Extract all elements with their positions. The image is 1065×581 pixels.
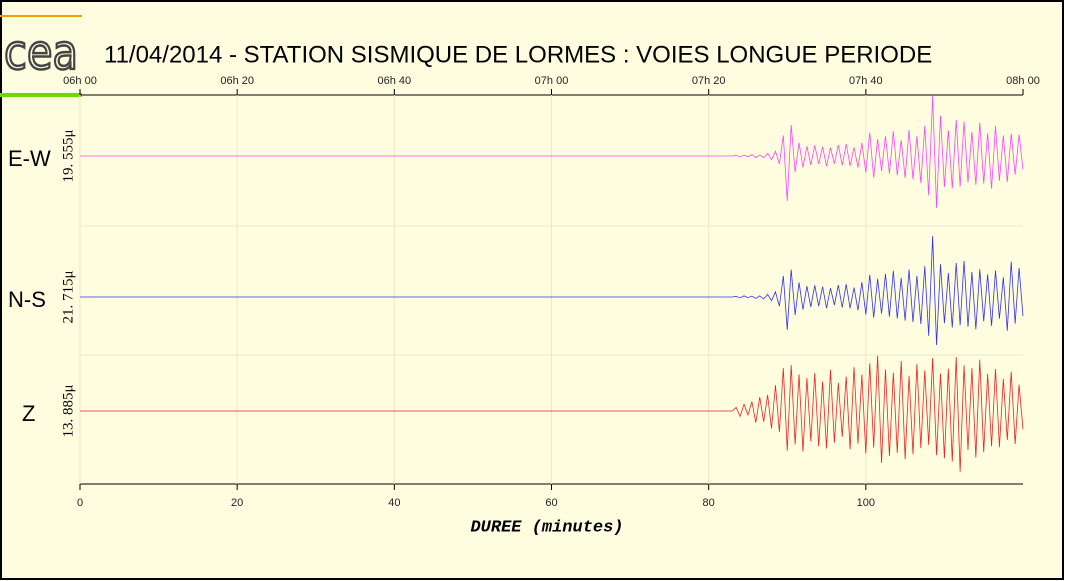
logo: cea (4, 25, 78, 81)
trace (80, 96, 1024, 208)
top-tick-label: 06h 20 (220, 75, 254, 87)
x-tick-label: 100 (857, 497, 875, 509)
scale-label: 13. 885μ (60, 384, 76, 437)
x-tick-label: 0 (77, 497, 83, 509)
scale-label: 19. 555μ (60, 129, 76, 182)
x-tick-label: 80 (703, 497, 715, 509)
x-tick-label: 60 (545, 497, 557, 509)
top-tick-label: 07h 40 (849, 75, 883, 87)
scale-label: 21. 715μ (60, 270, 76, 323)
top-tick-label: 07h 20 (692, 75, 726, 87)
trace (80, 236, 1024, 345)
top-tick-label: 08h 00 (1006, 75, 1040, 87)
x-tick-label: 20 (231, 497, 243, 509)
top-tick-label: 06h 40 (378, 75, 412, 87)
channel-label: N-S (8, 287, 46, 312)
channel-label: Z (22, 401, 35, 426)
channel-label: E-W (8, 146, 51, 171)
chart-title: 11/04/2014 - STATION SISMIQUE DE LORMES … (104, 41, 932, 68)
x-tick-label: 40 (388, 497, 400, 509)
top-tick-label: 07h 00 (535, 75, 569, 87)
trace (80, 355, 1024, 472)
x-axis-label: DUREE (minutes) (470, 518, 623, 537)
top-tick-label: 06h 00 (63, 75, 97, 87)
